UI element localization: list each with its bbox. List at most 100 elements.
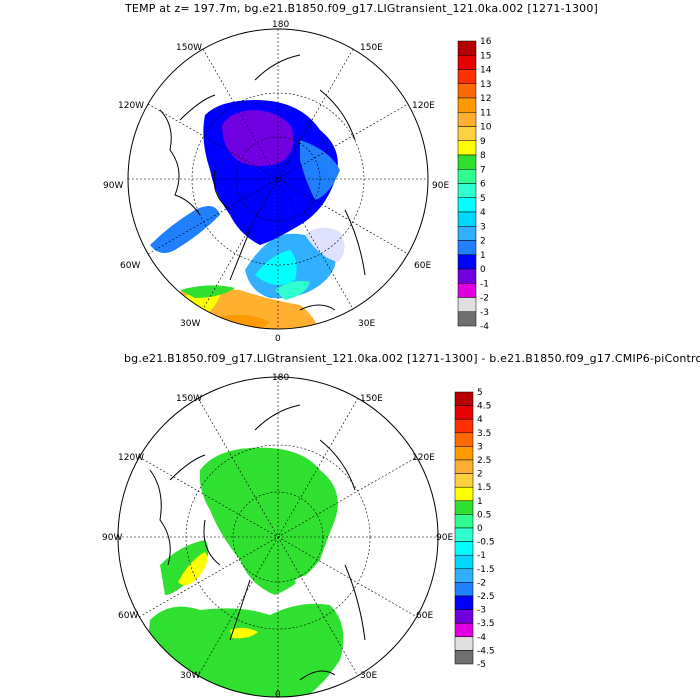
top-map-field xyxy=(128,29,428,329)
top-colorbar-tick-label: 8 xyxy=(480,151,486,161)
top-map-title: TEMP at z= 197.7m, bg.e21.B1850.f09_g17.… xyxy=(125,2,599,15)
top-colorbar-swatch xyxy=(457,226,477,241)
top-colorbar-tick-label: 11 xyxy=(480,108,491,118)
bottom-colorbar-tick-label: 3.5 xyxy=(477,429,491,439)
bottom-colorbar-swatch xyxy=(454,622,474,638)
top-colorbar-swatch xyxy=(457,183,477,198)
bottom-colorbar-tick-label: -1.5 xyxy=(477,565,495,575)
bottom-colorbar-swatch xyxy=(454,405,474,420)
top-label-120w: 120W xyxy=(118,101,144,111)
bottom-colorbar-swatch xyxy=(454,446,474,461)
bottom-map: 180 150W 150E 120W 120E 90W 90E 60W 60E … xyxy=(102,373,453,700)
top-cold-pool xyxy=(222,110,294,166)
top-label-30e: 30E xyxy=(358,319,375,329)
bottom-label-60e: 60E xyxy=(416,611,433,621)
bottom-map-title: bg.e21.B1850.f09_g17.LIGtransient_121.0k… xyxy=(124,352,700,365)
bottom-map-border xyxy=(117,376,439,698)
top-graticule xyxy=(128,29,428,329)
bottom-colorbar-tick-label: -3.5 xyxy=(477,619,495,629)
top-label-0: 0 xyxy=(275,334,281,344)
bottom-colorbar-swatch xyxy=(454,554,474,570)
bottom-colorbar-tick-label: -2.5 xyxy=(477,592,495,602)
bottom-colorbar-swatch xyxy=(454,582,474,597)
top-colorbar-tick-label: 5 xyxy=(480,194,486,204)
top-colorbar-tick-label: 12 xyxy=(480,94,491,104)
top-colorbar-swatch xyxy=(457,240,477,255)
bottom-warm-patch-labrador xyxy=(178,552,208,586)
bottom-label-30e: 30E xyxy=(360,671,377,681)
top-colorbar-swatch xyxy=(457,83,477,99)
bottom-colorbar-tick-label: 0 xyxy=(477,524,483,534)
top-colorbar-tick-label: 7 xyxy=(480,165,486,175)
bottom-colorbar-tick-label: 4.5 xyxy=(477,402,491,412)
top-colorbar-tick-label: 16 xyxy=(480,37,492,47)
bottom-colorbar-tick-label: -4 xyxy=(477,633,486,643)
bottom-colorbar-tick-label: 0.5 xyxy=(477,510,491,520)
top-colorbar-tick-label: 15 xyxy=(480,51,491,61)
bottom-colorbar: 5 4.5 4 3.5 3 2.5 2 1.5 1 0.5 0 -0.5 -1 -1.5 -2 -2.5 -3 -… xyxy=(454,388,495,670)
top-colorbar-tick-label: -4 xyxy=(480,322,489,332)
top-colorbar-swatch xyxy=(457,154,477,170)
bottom-colorbar-tick-label: 1.5 xyxy=(477,483,491,493)
bottom-colorbar-swatch xyxy=(454,650,474,665)
bottom-colorbar-tick-label: 2 xyxy=(477,470,483,480)
bottom-colorbar-tick-label: 2.5 xyxy=(477,456,491,466)
bottom-label-30w: 30W xyxy=(180,671,200,681)
top-colorbar-tick-label: -2 xyxy=(480,294,489,304)
top-colorbar-swatch xyxy=(457,169,477,184)
bottom-colorbar-swatch xyxy=(454,514,474,529)
bottom-colorbar-swatch xyxy=(454,391,474,406)
top-label-90e: 90E xyxy=(432,181,449,191)
bottom-atlantic-anomaly xyxy=(148,603,344,697)
top-label-120e: 120E xyxy=(412,101,435,111)
bottom-label-150e: 150E xyxy=(360,394,383,404)
top-colorbar-swatch xyxy=(457,268,477,284)
bottom-colorbar-swatch xyxy=(454,500,474,515)
bottom-colorbar-tick-label: 4 xyxy=(477,415,483,425)
bottom-label-120w: 120W xyxy=(118,453,144,463)
top-colorbar-tick-label: 1 xyxy=(480,251,486,261)
bottom-colorbar-tick-label: -1 xyxy=(477,551,486,561)
bottom-label-120e: 120E xyxy=(412,453,435,463)
top-colorbar-tick-label: 3 xyxy=(480,222,486,232)
bottom-label-150w: 150W xyxy=(176,394,202,404)
bottom-label-180: 180 xyxy=(272,373,289,383)
top-colorbar-swatch xyxy=(457,40,477,56)
top-colorbar-swatch xyxy=(457,55,477,70)
bottom-colorbar-swatch xyxy=(454,473,474,488)
bottom-colorbar-swatch xyxy=(454,432,474,447)
bottom-colorbar-swatch xyxy=(454,609,474,624)
bottom-colorbar-tick-label: -5 xyxy=(477,660,486,670)
top-colorbar-swatch xyxy=(457,254,477,270)
top-coastlines xyxy=(159,54,366,311)
top-colorbar-tick-label: 6 xyxy=(480,180,486,190)
top-colorbar-tick-label: 10 xyxy=(480,123,492,133)
top-label-150e: 150E xyxy=(360,43,383,53)
top-colorbar-swatch xyxy=(457,297,477,312)
bottom-warm-patch-atlantic xyxy=(230,627,258,639)
top-label-90w: 90W xyxy=(103,181,123,191)
bottom-map-field xyxy=(118,377,438,697)
bottom-label-90e: 90E xyxy=(436,533,453,543)
top-colorbar-swatch xyxy=(457,112,477,127)
top-colorbar-swatch xyxy=(457,140,477,156)
bottom-label-0: 0 xyxy=(275,690,281,700)
top-colorbar-swatch xyxy=(457,211,477,227)
bottom-colorbar-tick-label: 1 xyxy=(477,497,483,507)
top-colorbar-tick-label: -3 xyxy=(480,308,489,318)
bottom-colorbar-swatch xyxy=(454,459,474,474)
bottom-colorbar-swatch xyxy=(454,541,474,556)
top-colorbar-swatch xyxy=(457,97,477,113)
bottom-colorbar-swatch xyxy=(454,595,474,610)
bottom-colorbar-tick-label: -2 xyxy=(477,578,486,588)
top-colorbar-tick-label: 13 xyxy=(480,80,491,90)
bottom-arctic-basin xyxy=(199,447,338,595)
top-colorbar-tick-label: 0 xyxy=(480,265,486,275)
top-label-60w: 60W xyxy=(120,261,140,271)
top-map-border xyxy=(127,28,429,330)
bottom-colorbar-swatch xyxy=(454,486,474,502)
top-colorbar-swatch xyxy=(457,311,477,327)
bottom-colorbar-swatch xyxy=(454,418,474,434)
top-map: 180 150W 150E 120W 120E 90W 90E 60W 60E … xyxy=(103,20,449,344)
